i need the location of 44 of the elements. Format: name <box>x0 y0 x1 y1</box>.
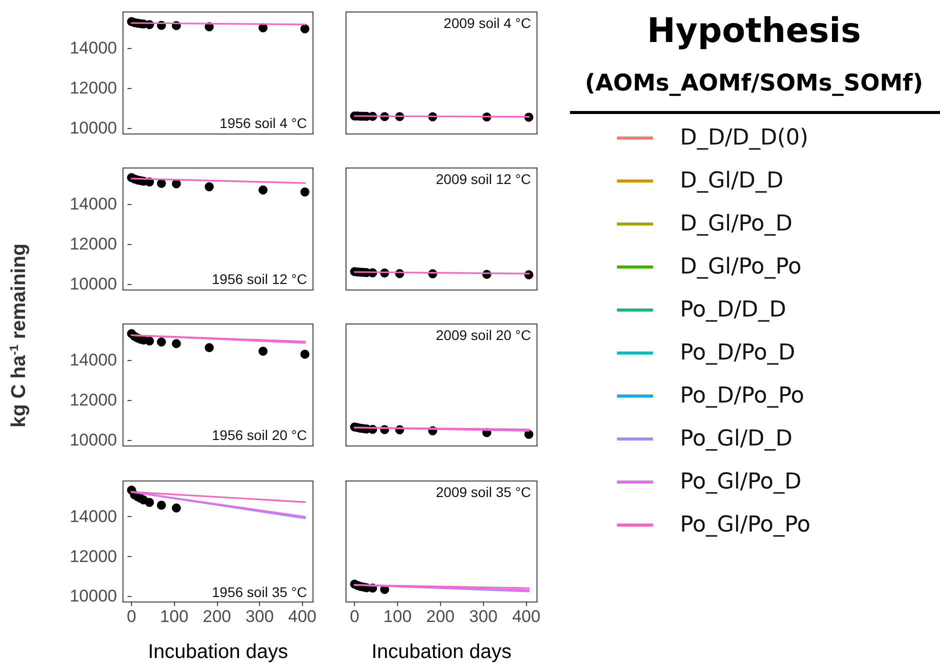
text: 1956 soil 4 °C <box>220 115 308 131</box>
legend-label: Po_Gl/Po_D <box>680 470 802 494</box>
y-tick-label: 10000 <box>70 430 117 450</box>
x-tick-label: 0 <box>350 607 360 626</box>
x-axis-title: Incubation days <box>148 641 288 663</box>
chart-title: 2009 soil 12 °C <box>436 171 532 187</box>
y-tick-label: 14000 <box>70 194 117 214</box>
y-tick-label: 12000 <box>70 546 117 566</box>
legend-label: Po_Gl/D_D <box>680 426 792 452</box>
chart-title: 2009 soil 4 °C <box>444 15 532 31</box>
x-tick-label: 100 <box>160 607 188 626</box>
text: 1956 soil 12 °C <box>212 271 308 287</box>
legend-label: D_D/D_D(0) <box>680 126 808 150</box>
y-tick-label: 14000 <box>70 507 117 526</box>
legend-label: D_Gl/Po_Po <box>680 254 802 280</box>
x-tick-label: 200 <box>202 607 232 626</box>
x-tick-label: 100 <box>383 607 412 626</box>
y-axis-title: kg C ha-1 remaining <box>7 243 30 428</box>
x-tick-label: 300 <box>245 607 274 626</box>
y-tick-label: 12000 <box>70 78 117 98</box>
text: 1956 soil 35 °C <box>212 584 308 600</box>
legend-label: Po_D/Po_Po <box>680 384 804 408</box>
legend-title: Hypothesis (AOMs_AOMf/SOMs_SOMf) <box>584 11 924 96</box>
y-tick-label: 10000 <box>70 586 117 606</box>
x-tick-label: 300 <box>469 607 498 626</box>
y-tick-label: 10000 <box>70 274 117 294</box>
legend-label: D_Gl/D_D <box>680 168 784 194</box>
x-tick-label: 400 <box>512 607 540 626</box>
x-tick-label: 400 <box>288 607 317 626</box>
legend-label: Po_D/Po_D <box>680 340 796 366</box>
chart-title: 2009 soil 20 °C <box>436 327 532 343</box>
y-tick-label: 10000 <box>70 118 117 138</box>
text: 1956 soil 20 °C <box>212 427 308 443</box>
y-tick-label: 12000 <box>70 234 117 254</box>
y-tick-label: 14000 <box>70 38 117 58</box>
x-axis-title: Incubation days <box>371 641 512 663</box>
x-tick-label: 0 <box>126 607 136 626</box>
y-tick-label: 14000 <box>70 350 117 370</box>
legend-label: Po_Gl/Po_Po <box>680 512 810 538</box>
legend-label: Po_D/D_D <box>680 298 786 322</box>
y-tick-label: 12000 <box>70 390 117 410</box>
legend-label: D_Gl/Po_D <box>680 212 792 236</box>
x-tick-label: 200 <box>426 607 455 626</box>
chart-title: 2009 soil 35 °C <box>436 484 532 500</box>
